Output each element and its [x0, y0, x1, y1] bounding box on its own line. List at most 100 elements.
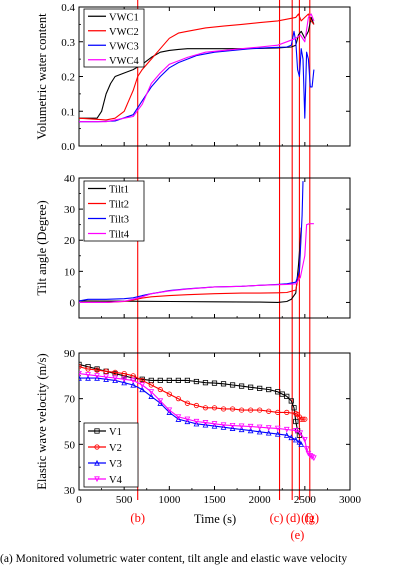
- data-point: [238, 426, 245, 433]
- data-point: [184, 418, 191, 425]
- data-point: [85, 366, 91, 372]
- data-point: [175, 416, 182, 422]
- y-tick-label: 70: [64, 394, 76, 406]
- data-point: [157, 398, 164, 405]
- y-tick-label: 90: [64, 348, 76, 360]
- legend-marker: [94, 428, 100, 434]
- data-point: [121, 379, 128, 386]
- data-point: [166, 391, 172, 397]
- data-point: [293, 418, 299, 425]
- data-point: [202, 420, 209, 426]
- series-line: [79, 16, 315, 119]
- data-point: [166, 377, 172, 384]
- legend-marker: [94, 476, 100, 483]
- data-point: [292, 436, 299, 443]
- y-tick-label: 0: [70, 297, 76, 309]
- series-line: [79, 373, 315, 459]
- series-V4: [79, 370, 317, 462]
- legend: Tilt1 Tilt2 Tilt3 Tilt4: [83, 180, 145, 242]
- data-point: [139, 382, 146, 389]
- figure-caption: (a) Monitored volumetric water content, …: [0, 553, 348, 565]
- data-point: [288, 434, 295, 441]
- data-point: [301, 437, 308, 443]
- y-axis-label: Tilt angle (Degree): [35, 200, 49, 295]
- y-tick-label: 0.3: [61, 37, 75, 49]
- data-point: [298, 416, 304, 422]
- data-point: [238, 383, 245, 389]
- series-V2: [79, 364, 308, 422]
- data-point: [184, 400, 190, 406]
- y-axis-label: Volumetric water content: [35, 13, 49, 140]
- data-point: [298, 441, 305, 447]
- legend: VWC1 VWC2 VWC3 VWC4: [83, 8, 145, 68]
- legend-label: Tilt1: [109, 185, 129, 196]
- data-point: [157, 386, 163, 393]
- event-marker-labels: (b) (c) (d) (e) (f)(g): [130, 511, 319, 542]
- data-point: [239, 407, 245, 413]
- data-point: [193, 378, 200, 385]
- data-point: [302, 416, 308, 422]
- panel-velocity: 30 50 70 90 0 500 1000 1500 2000 2500 3000 Elastic …: [35, 348, 362, 526]
- data-point: [311, 455, 317, 462]
- legend-box: [83, 422, 139, 488]
- series-VWC1: [79, 16, 315, 119]
- event-label: (e): [290, 528, 304, 542]
- data-point: [291, 405, 297, 411]
- data-point: [256, 424, 263, 431]
- data-point: [175, 396, 181, 402]
- data-point: [292, 428, 299, 434]
- data-point: [248, 384, 254, 390]
- legend: V1 V2 V3 V4: [83, 422, 139, 488]
- y-tick-label: 0.2: [61, 72, 75, 84]
- y-tick-label: 0.0: [61, 141, 75, 153]
- event-label: (g): [305, 511, 320, 525]
- data-point: [130, 377, 137, 384]
- data-point: [193, 418, 200, 425]
- data-point: [148, 382, 154, 388]
- data-point: [121, 376, 128, 383]
- data-point: [202, 405, 209, 411]
- data-point: [266, 386, 272, 393]
- data-point: [248, 407, 254, 413]
- legend-label: V2: [109, 443, 122, 454]
- data-point: [238, 423, 245, 430]
- data-point: [296, 438, 303, 445]
- data-point: [257, 385, 263, 391]
- data-point: [265, 429, 272, 436]
- series-line: [79, 227, 302, 303]
- legend-box: [83, 8, 145, 68]
- data-point: [184, 377, 190, 384]
- data-point: [193, 402, 200, 409]
- legend-label: Tilt4: [109, 230, 130, 241]
- data-point: [211, 405, 218, 411]
- series-VWC2: [79, 13, 315, 121]
- data-point: [284, 393, 290, 399]
- legend-label: Tilt3: [109, 215, 129, 226]
- data-point: [166, 409, 173, 415]
- data-point: [229, 425, 236, 431]
- series-Tilt2: [79, 227, 302, 303]
- x-tick-label: 500: [116, 494, 133, 506]
- y-axis-label: Elastic wave velocity (m/s): [35, 353, 49, 489]
- data-point: [79, 364, 82, 370]
- x-tick-label: 1500: [204, 494, 227, 506]
- data-point: [79, 361, 82, 368]
- data-point: [166, 407, 173, 414]
- data-point: [211, 421, 218, 427]
- data-point: [157, 377, 163, 384]
- data-point: [121, 370, 127, 377]
- data-point: [103, 368, 109, 374]
- data-point: [275, 409, 281, 415]
- data-point: [297, 430, 304, 437]
- data-point: [112, 375, 118, 382]
- series-line: [79, 366, 305, 420]
- y-tick-label: 40: [64, 173, 76, 185]
- y-tick-label: 10: [64, 266, 76, 278]
- data-point: [211, 422, 218, 429]
- y-tick-label: 0.1: [61, 106, 75, 118]
- data-point: [175, 414, 182, 421]
- y-tick-label: 30: [64, 485, 76, 497]
- y-tick-label: 30: [64, 204, 76, 216]
